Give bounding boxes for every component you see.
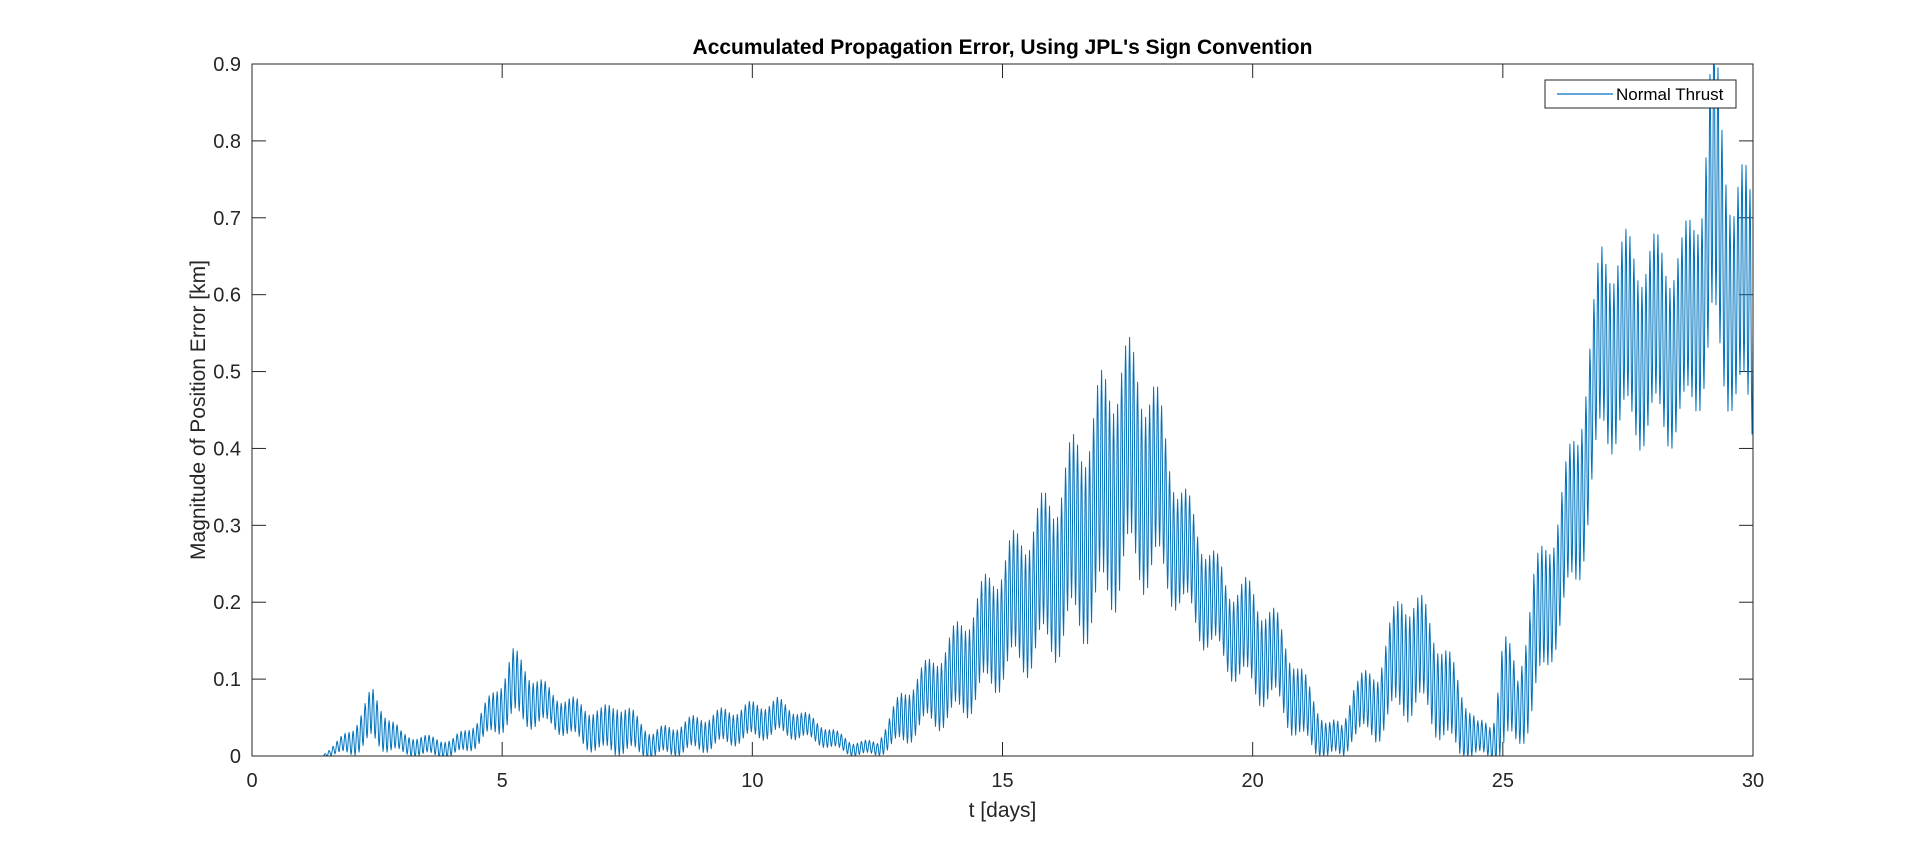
chart-title: Accumulated Propagation Error, Using JPL… xyxy=(693,36,1313,59)
y-tick-label: 0.7 xyxy=(213,208,241,230)
x-tick-label: 30 xyxy=(1742,770,1764,792)
y-tick-label: 0.3 xyxy=(213,515,241,537)
y-tick-label: 0.9 xyxy=(213,54,241,76)
y-axis-label: Magnitude of Position Error [km] xyxy=(187,260,210,560)
x-tick-label: 20 xyxy=(1242,770,1264,792)
x-tick-label: 5 xyxy=(497,770,508,792)
y-tick-label: 0 xyxy=(230,746,241,768)
x-tick-label: 10 xyxy=(741,770,763,792)
plot-frame xyxy=(251,63,1754,757)
x-axis-ticks: 0 5 10 15 20 25 30 xyxy=(246,64,1764,792)
series-group xyxy=(252,63,1754,757)
x-tick-label: 0 xyxy=(246,770,257,792)
y-tick-label: 0.5 xyxy=(213,362,241,384)
x-tick-label: 25 xyxy=(1492,770,1514,792)
y-tick-label: 0.2 xyxy=(213,592,241,614)
y-axis-ticks: 0 0.1 0.2 0.3 0.4 0.5 0.6 0.7 0.8 0.9 xyxy=(213,54,1753,768)
y-tick-label: 0.8 xyxy=(213,131,241,153)
series-line-normal-thrust xyxy=(252,63,1754,757)
y-tick-label: 0.1 xyxy=(213,669,241,691)
x-axis-label: t [days] xyxy=(969,799,1037,822)
legend: Normal Thrust xyxy=(1544,79,1737,109)
legend-entry-normal-thrust: Normal Thrust xyxy=(1616,85,1724,104)
y-tick-label: 0.4 xyxy=(213,438,241,460)
y-tick-label: 0.6 xyxy=(213,285,241,307)
x-tick-label: 15 xyxy=(991,770,1013,792)
